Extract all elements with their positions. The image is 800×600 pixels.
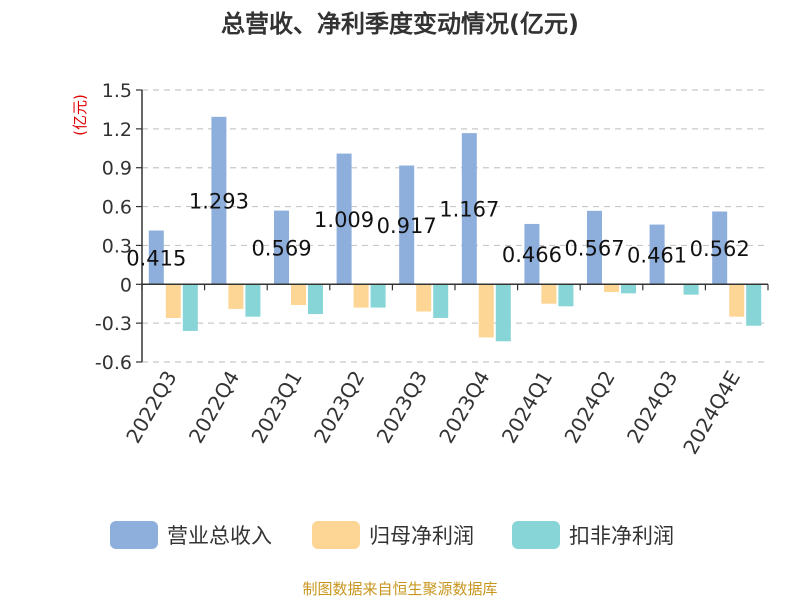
data-label: 1.009 bbox=[314, 208, 374, 232]
legend-label: 营业总收入 bbox=[167, 524, 272, 548]
bar-归母净利润-2022Q3 bbox=[165, 284, 181, 318]
data-label: 1.293 bbox=[189, 190, 249, 214]
y-tick-label: 0.3 bbox=[102, 235, 132, 257]
x-tick-label: 2023Q2 bbox=[309, 367, 369, 448]
bar-扣非净利润-2024Q1 bbox=[558, 284, 574, 307]
legend-swatch bbox=[512, 521, 560, 549]
bar-营业总收入-2024Q1 bbox=[524, 223, 540, 285]
bar-扣非净利润-2023Q1 bbox=[308, 284, 323, 315]
bar-扣非净利润-2023Q2 bbox=[370, 284, 386, 308]
bar-营业总收入-2022Q3 bbox=[148, 230, 164, 285]
bar-扣非净利润-2022Q4 bbox=[245, 284, 261, 317]
data-label: 0.917 bbox=[377, 214, 437, 238]
bar-归母净利润-2024Q2 bbox=[604, 284, 619, 293]
bar-归母净利润-2023Q4 bbox=[478, 284, 494, 338]
bar-归母净利润-2024Q4E bbox=[729, 284, 745, 317]
y-tick-label: -0.6 bbox=[95, 352, 132, 374]
bar-扣非净利润-2023Q3 bbox=[433, 284, 449, 318]
y-axis-unit: (亿元) bbox=[71, 94, 89, 136]
x-tick-label: 2023Q3 bbox=[372, 367, 432, 448]
y-tick-label: 1.2 bbox=[102, 119, 132, 141]
legend-swatch bbox=[312, 521, 360, 549]
chart-title: 总营收、净利季度变动情况(亿元) bbox=[221, 10, 579, 38]
data-label: 0.466 bbox=[502, 243, 562, 267]
bars bbox=[148, 116, 762, 342]
bar-营业总收入-2023Q3 bbox=[399, 165, 415, 285]
bar-营业总收入-2024Q3 bbox=[649, 224, 665, 285]
bar-营业总收入-2024Q2 bbox=[587, 210, 602, 285]
y-tick-label: 0.9 bbox=[102, 158, 132, 180]
bar-营业总收入-2023Q1 bbox=[274, 210, 289, 285]
legend-label: 扣非净利润 bbox=[569, 524, 674, 548]
bar-归母净利润-2022Q4 bbox=[228, 284, 244, 309]
bar-营业总收入-2022Q4 bbox=[211, 116, 227, 285]
data-label: 0.569 bbox=[251, 236, 311, 260]
bar-营业总收入-2023Q4 bbox=[461, 133, 477, 285]
bar-扣非净利润-2023Q4 bbox=[495, 284, 511, 342]
y-tick-label: -0.3 bbox=[95, 313, 132, 335]
bar-扣非净利润-2024Q3 bbox=[683, 284, 699, 295]
data-label: 0.567 bbox=[564, 237, 624, 261]
data-label: 0.461 bbox=[627, 243, 687, 267]
x-tick-label: 2024Q2 bbox=[559, 367, 619, 448]
bar-扣非净利润-2022Q3 bbox=[182, 284, 198, 331]
x-tick-label: 2024Q1 bbox=[497, 367, 557, 448]
x-tick-label: 2022Q4 bbox=[184, 367, 244, 448]
source-note: 制图数据来自恒生聚源数据库 bbox=[302, 580, 497, 598]
bar-营业总收入-2024Q4E bbox=[712, 211, 728, 285]
data-label: 0.562 bbox=[690, 237, 750, 261]
legend-swatch bbox=[110, 521, 158, 549]
y-tick-label: 0 bbox=[120, 274, 132, 296]
bar-营业总收入-2023Q2 bbox=[336, 153, 352, 285]
bar-归母净利润-2024Q1 bbox=[541, 284, 557, 304]
bar-扣非净利润-2024Q4E bbox=[746, 284, 762, 326]
y-tick-label: 0.6 bbox=[102, 197, 132, 219]
bar-归母净利润-2023Q3 bbox=[416, 284, 432, 312]
x-tick-label: 2024Q3 bbox=[622, 367, 682, 448]
x-tick-label: 2024Q4E bbox=[678, 367, 745, 459]
y-axis-ticks: 1.5 1.2 0.9 0.6 0.3 0 -0.3 -0.6 bbox=[95, 80, 142, 374]
x-tick-label: 2023Q1 bbox=[246, 367, 306, 448]
y-tick-label: 1.5 bbox=[102, 80, 132, 102]
data-label: 0.415 bbox=[126, 246, 186, 270]
data-label: 1.167 bbox=[439, 198, 499, 222]
legend-label: 归母净利润 bbox=[369, 524, 474, 548]
gridlines bbox=[142, 89, 768, 363]
bar-扣非净利润-2024Q2 bbox=[621, 284, 636, 294]
legend: 营业总收入 归母净利润 扣非净利润 bbox=[110, 521, 674, 549]
bar-归母净利润-2023Q1 bbox=[291, 284, 306, 306]
x-tick-label: 2023Q4 bbox=[434, 367, 494, 448]
x-tick-label: 2022Q3 bbox=[121, 367, 181, 448]
bar-归母净利润-2023Q2 bbox=[353, 284, 369, 308]
